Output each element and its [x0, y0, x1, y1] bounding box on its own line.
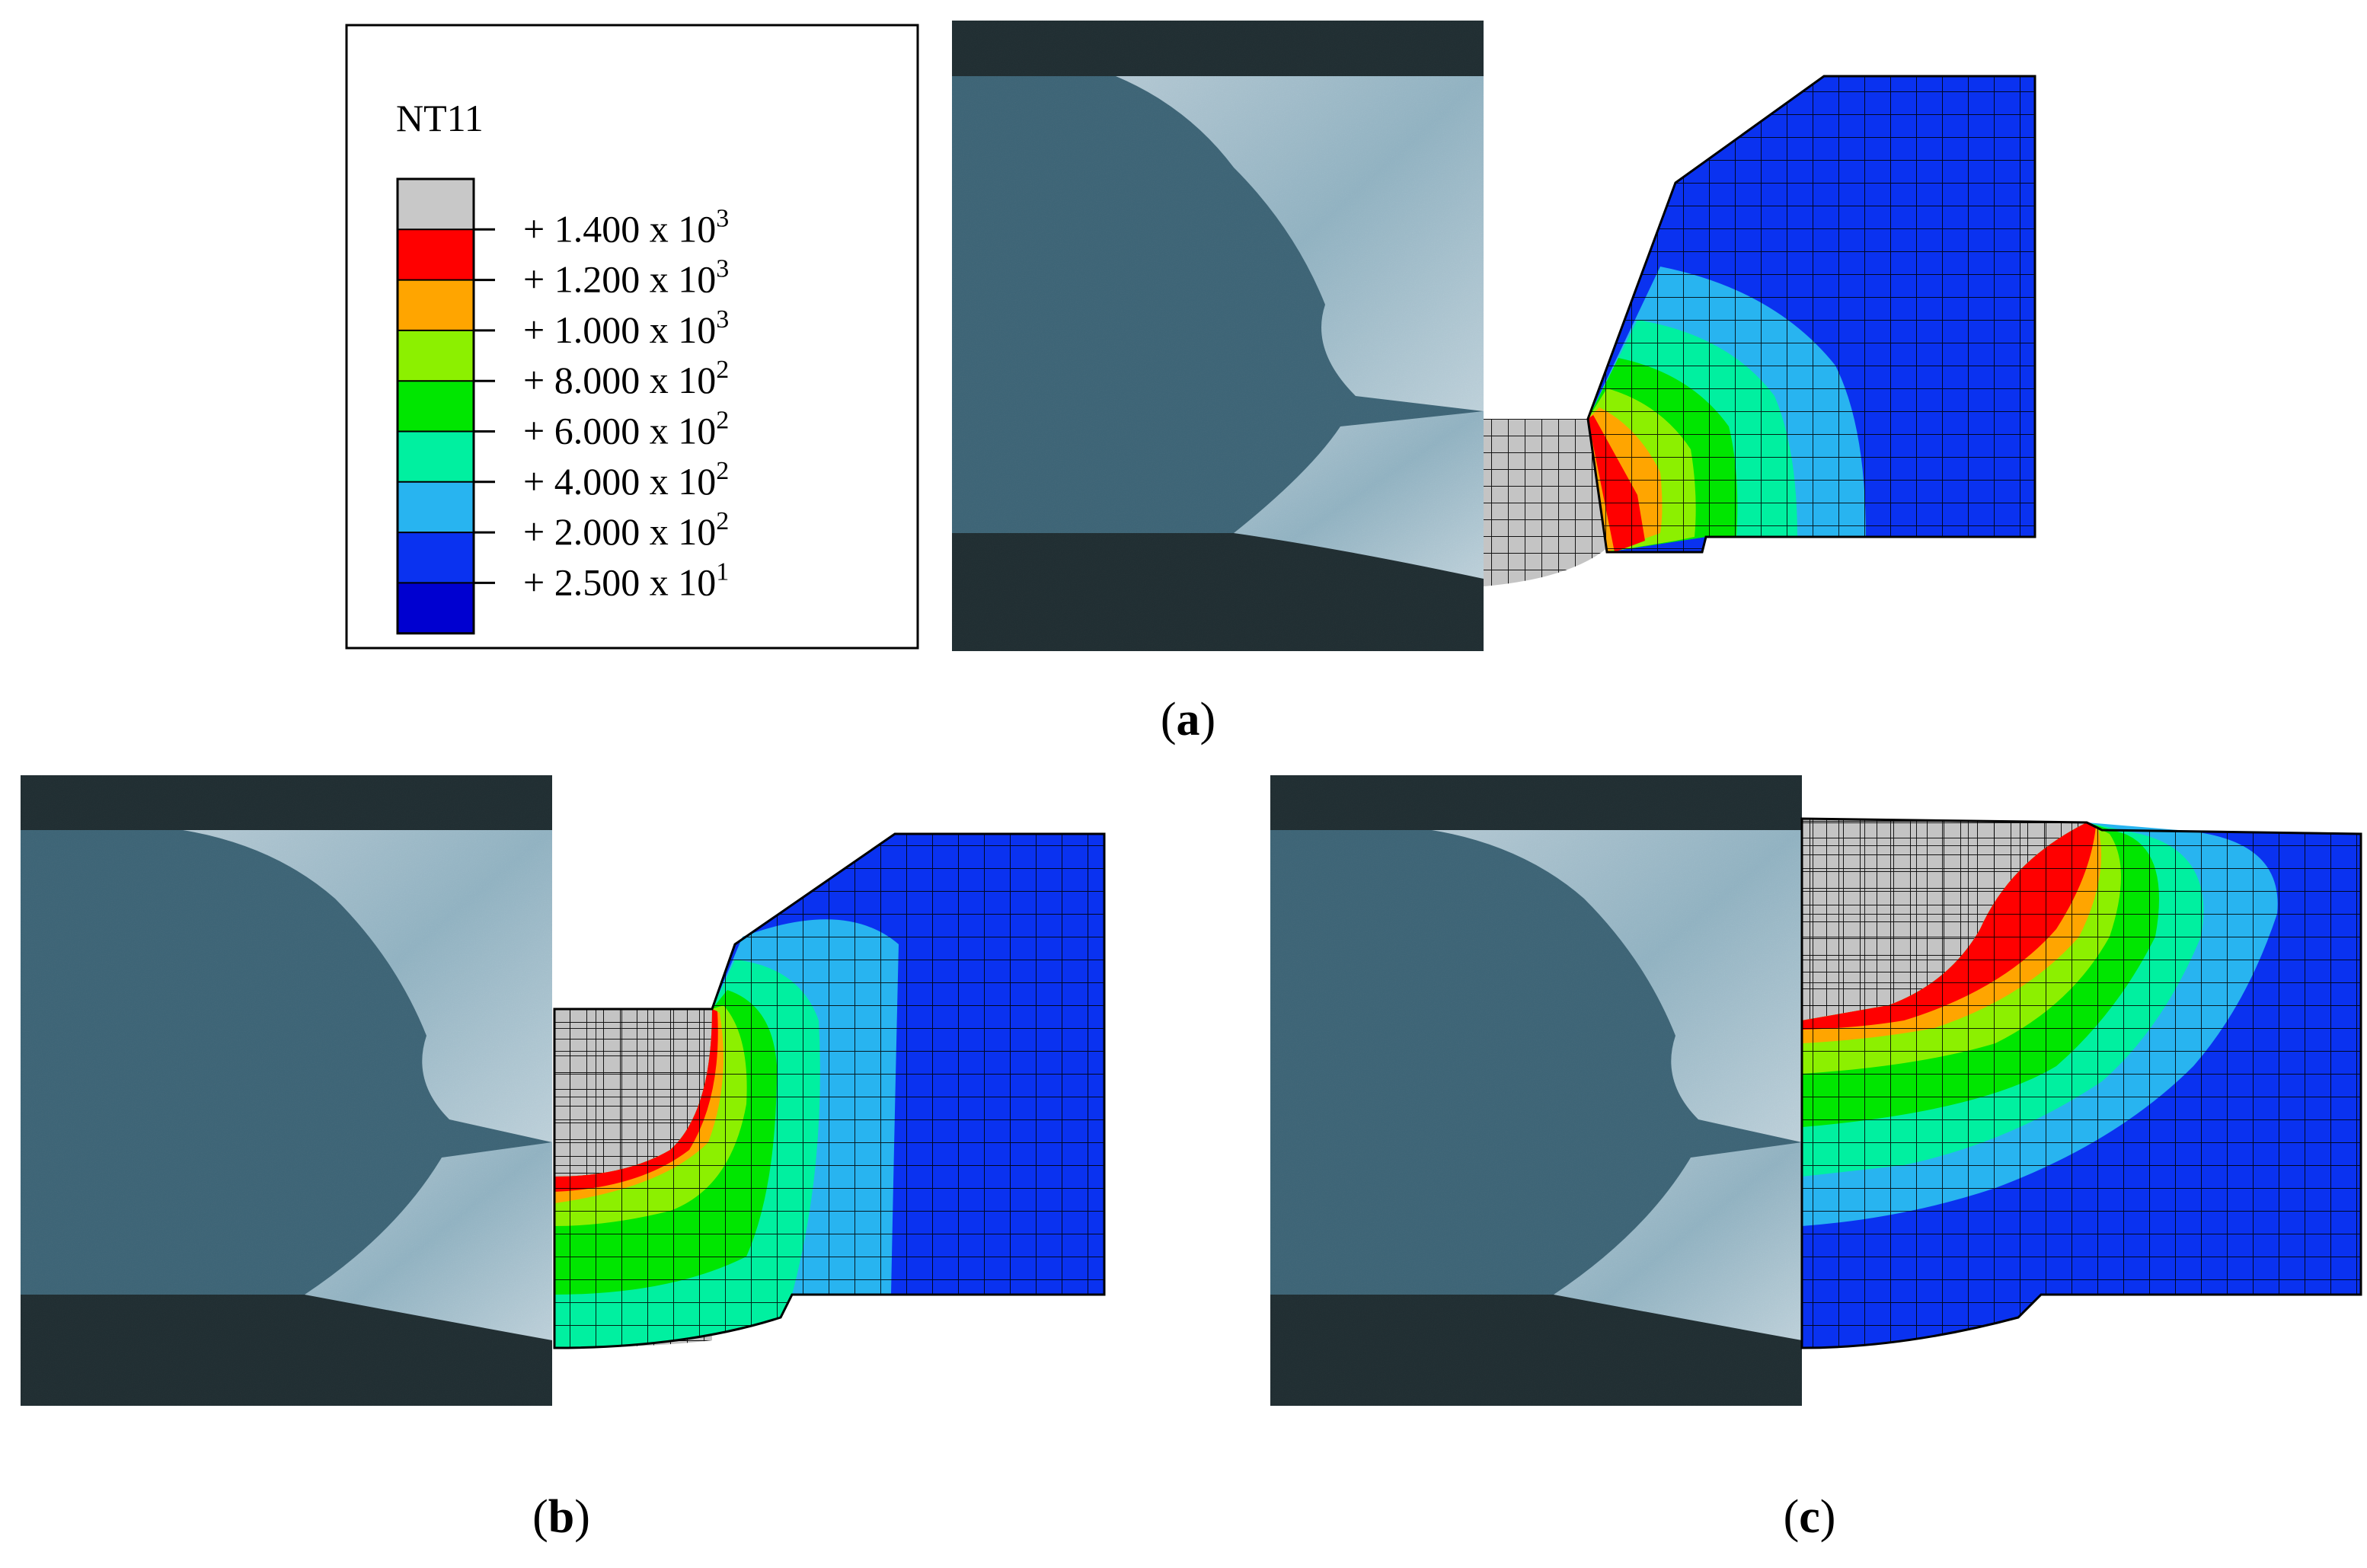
legend-swatch [398, 330, 474, 382]
legend-bar-outline [396, 177, 475, 635]
legend-label: + 2.500 x 101 [523, 557, 729, 603]
panel-c-mesh [1800, 817, 2362, 1349]
legend-swatch [398, 583, 474, 634]
panel-b-micrograph [21, 775, 552, 1406]
panel-c: (c) [1270, 775, 2362, 1543]
legend-title: NT11 [396, 97, 484, 139]
legend-label: + 6.000 x 102 [523, 407, 729, 452]
legend-color-bar [396, 177, 495, 635]
legend-swatch [398, 381, 474, 432]
legend-label: + 4.000 x 102 [523, 457, 729, 503]
legend-swatch [398, 229, 474, 281]
legend-label: + 1.200 x 103 [523, 255, 729, 301]
panel-a-mesh [1484, 75, 2036, 586]
legend-swatch [398, 431, 474, 483]
legend-swatch [398, 179, 474, 230]
panel-b-mesh [553, 832, 1106, 1349]
panel-b-caption: (b) [532, 1491, 590, 1543]
panel-a-micrograph [952, 21, 1484, 651]
legend-labels: + 1.400 x 103 + 1.200 x 103+ 1.000 x 103 +… [523, 204, 729, 603]
legend-swatch [398, 279, 474, 331]
panel-c-caption: (c) [1784, 1491, 1836, 1543]
legend-label: + 1.000 x 103 [523, 305, 729, 351]
panel-a: (a) [952, 21, 2036, 746]
legend-swatch [398, 532, 474, 583]
legend-label: + 2.000 x 102 [523, 507, 729, 553]
legend-swatch [398, 481, 474, 533]
legend-label: + 8.000 x 102 [523, 356, 729, 401]
legend-label: + 1.400 x 103 [523, 204, 729, 250]
legend: NT11 + 1.400 x 103 + 1.200 x 103+ 1.000 x… [345, 24, 919, 650]
panel-c-micrograph [1270, 775, 1802, 1406]
panel-a-caption: (a) [1161, 694, 1215, 746]
panel-b: (b) [21, 775, 1106, 1543]
